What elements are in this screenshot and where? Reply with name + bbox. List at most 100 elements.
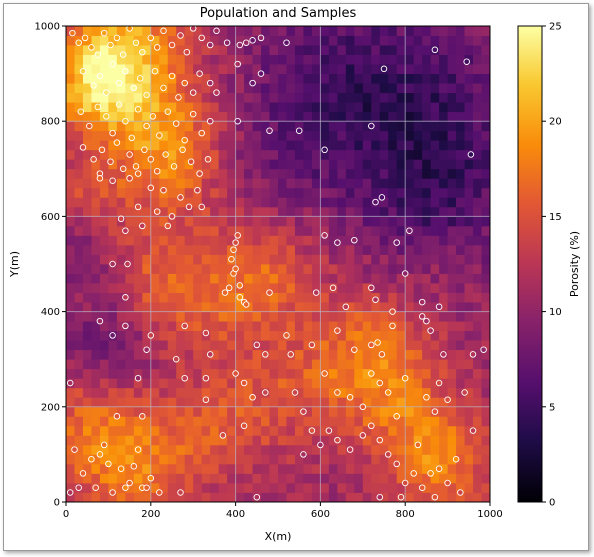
heatmap-cell xyxy=(133,454,143,465)
heatmap-cell xyxy=(388,235,398,246)
heatmap-cell xyxy=(379,92,389,103)
heatmap-cell xyxy=(473,368,482,379)
sample-point xyxy=(115,79,123,87)
heatmap-cell xyxy=(82,321,92,332)
heatmap-cell xyxy=(286,340,296,351)
heatmap-cell xyxy=(379,435,389,446)
heatmap-cell xyxy=(269,26,279,36)
heatmap-cell xyxy=(379,340,389,351)
heatmap-cell xyxy=(244,425,253,436)
heatmap-cell xyxy=(405,254,415,265)
heatmap-cell xyxy=(379,397,389,408)
heatmap-cell xyxy=(244,378,253,389)
heatmap-cell xyxy=(142,149,152,160)
heatmap-cell xyxy=(261,321,270,332)
heatmap-cell xyxy=(167,168,177,179)
heatmap-cell xyxy=(66,359,75,370)
heatmap-cell xyxy=(396,197,406,208)
heatmap-cell xyxy=(337,64,347,74)
heatmap-cell xyxy=(413,254,423,265)
heatmap-cell xyxy=(150,492,160,503)
heatmap-cell xyxy=(82,35,92,46)
sample-point xyxy=(143,484,150,491)
heatmap-cell xyxy=(396,216,406,227)
heatmap-cell xyxy=(82,387,92,398)
heatmap-cell xyxy=(159,435,169,446)
heatmap-cell xyxy=(201,130,211,141)
sample-point xyxy=(378,194,386,201)
heatmap-cell xyxy=(447,273,457,284)
heatmap-cell xyxy=(464,283,474,293)
sample-point xyxy=(202,396,210,403)
heatmap-cell xyxy=(294,54,304,65)
heatmap-cell xyxy=(311,463,321,474)
heatmap-cell xyxy=(422,73,432,84)
heatmap-cell xyxy=(184,130,194,141)
heatmap-cell xyxy=(184,378,194,389)
heatmap-cell xyxy=(66,244,75,255)
heatmap-cell xyxy=(91,64,101,74)
heatmap-cell xyxy=(82,178,92,189)
heatmap-cell xyxy=(388,121,398,132)
heatmap-cell xyxy=(116,406,126,417)
heatmap-cell xyxy=(201,425,211,436)
heatmap-cell xyxy=(193,216,203,227)
heatmap-cell xyxy=(405,321,415,332)
heatmap-cell xyxy=(311,121,321,132)
heatmap-cell xyxy=(328,197,338,208)
heatmap-cell xyxy=(405,102,415,113)
heatmap-cell xyxy=(66,416,75,427)
heatmap-cell xyxy=(473,264,482,274)
heatmap-cell xyxy=(91,168,101,179)
sample-point xyxy=(321,232,328,239)
heatmap-cell xyxy=(345,149,355,160)
heatmap-cell xyxy=(405,235,415,246)
heatmap-cell xyxy=(362,425,372,436)
heatmap-cell xyxy=(193,463,203,474)
heatmap-cell xyxy=(176,168,186,179)
heatmap-cell xyxy=(269,35,279,46)
heatmap-cell xyxy=(464,45,474,55)
heatmap-cell xyxy=(439,368,448,379)
heatmap-cell xyxy=(456,378,465,389)
heatmap-cell xyxy=(362,73,372,84)
heatmap-cell xyxy=(278,26,287,36)
heatmap-cell xyxy=(227,235,236,246)
heatmap-cell xyxy=(244,416,253,427)
heatmap-cell xyxy=(354,206,364,217)
heatmap-cell xyxy=(142,102,152,113)
heatmap-cell xyxy=(286,359,296,370)
heatmap-cell xyxy=(422,102,432,113)
heatmap-cell xyxy=(142,197,152,208)
heatmap-cell xyxy=(108,254,118,265)
heatmap-cell xyxy=(108,54,118,65)
heatmap-cell xyxy=(422,454,432,465)
heatmap-cell xyxy=(294,397,304,408)
heatmap-cell xyxy=(481,378,491,389)
heatmap-cell xyxy=(388,168,398,179)
heatmap-cell xyxy=(371,397,381,408)
heatmap-cell xyxy=(74,311,84,322)
heatmap-cell xyxy=(235,425,245,436)
heatmap-cell xyxy=(388,416,398,427)
heatmap-cell xyxy=(261,254,270,265)
heatmap-cell xyxy=(481,482,491,493)
heatmap-cell xyxy=(328,64,338,74)
heatmap-cell xyxy=(345,463,355,474)
heatmap-cell xyxy=(354,197,364,208)
heatmap-cell xyxy=(227,92,236,103)
heatmap-cell xyxy=(218,406,228,417)
heatmap-cell xyxy=(244,130,253,141)
heatmap-cell xyxy=(244,168,253,179)
heatmap-cell xyxy=(481,349,491,360)
heatmap-cell xyxy=(142,302,152,312)
heatmap-cell xyxy=(430,121,440,132)
heatmap-cell xyxy=(142,140,152,151)
heatmap-cell xyxy=(388,302,398,312)
heatmap-cell xyxy=(345,121,355,132)
heatmap-cell xyxy=(244,254,253,265)
heatmap-cell xyxy=(193,482,203,493)
heatmap-cell xyxy=(142,254,152,265)
heatmap-cell xyxy=(345,54,355,65)
heatmap-cell xyxy=(261,121,270,132)
